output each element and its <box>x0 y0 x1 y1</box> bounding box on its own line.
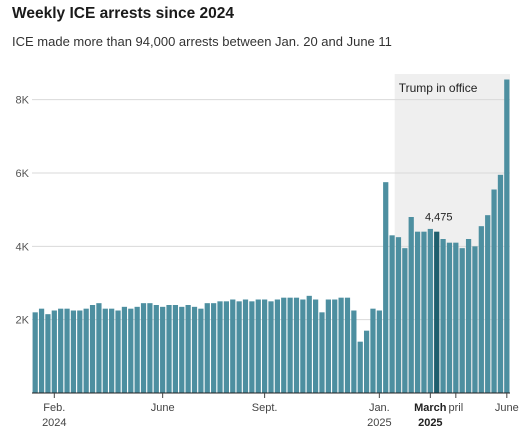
bar <box>236 301 242 393</box>
chart-title: Weekly ICE arrests since 2024 <box>12 5 235 22</box>
bar <box>395 237 402 393</box>
bar <box>491 189 497 393</box>
bar <box>313 299 319 393</box>
y-tick-label: 6K <box>16 168 30 180</box>
shaded-region-label: Trump in office <box>399 81 478 95</box>
bar <box>402 248 408 393</box>
bar <box>96 303 102 393</box>
bar <box>160 306 166 393</box>
bar <box>262 299 268 393</box>
bar <box>223 301 229 393</box>
bar <box>287 297 293 393</box>
bar <box>185 305 191 393</box>
x-tick-label: Sept. <box>252 402 278 414</box>
bar <box>408 217 414 393</box>
bar <box>211 303 217 393</box>
bar <box>70 310 77 393</box>
bar <box>478 226 484 393</box>
bar <box>485 215 491 393</box>
bar <box>472 246 478 393</box>
bar <box>427 228 433 393</box>
bar-highlighted <box>434 231 440 393</box>
bar <box>242 299 249 393</box>
bar <box>38 308 45 393</box>
x-tick-year: 2024 <box>42 417 66 429</box>
bar <box>325 299 331 393</box>
bar <box>332 299 338 393</box>
bar <box>58 308 64 393</box>
bar <box>389 235 395 393</box>
bar <box>121 306 128 393</box>
x-tick-label: March <box>414 402 447 414</box>
bar <box>140 303 147 393</box>
bar <box>383 182 389 393</box>
y-tick-label: 8K <box>16 95 30 107</box>
x-tick-label: June <box>495 402 519 414</box>
bar <box>198 308 204 393</box>
bar <box>319 312 325 393</box>
bar <box>51 310 57 393</box>
bar <box>134 306 140 393</box>
bar <box>497 174 504 393</box>
bar <box>147 303 153 393</box>
bar <box>64 308 70 393</box>
bar <box>172 305 179 393</box>
bar <box>179 306 185 393</box>
bar <box>77 310 83 393</box>
shaded-region <box>394 74 510 393</box>
bar <box>293 297 300 393</box>
x-tick-year: 2025 <box>367 417 391 429</box>
chart-subtitle: ICE made more than 94,000 arrests betwee… <box>12 34 392 49</box>
bar <box>370 308 376 393</box>
bar <box>376 310 382 393</box>
bars-group <box>32 79 510 393</box>
bar <box>351 310 357 393</box>
bar <box>300 299 306 393</box>
bar <box>153 305 159 393</box>
x-tick-label: June <box>151 402 175 414</box>
bar <box>109 308 115 393</box>
bar <box>414 231 421 393</box>
bar <box>274 299 280 393</box>
bar <box>83 308 89 393</box>
highlight-annotation: 4,475 <box>425 212 453 224</box>
x-tick-label: Feb. <box>43 402 65 414</box>
y-axis: 2K 4K 6K 8K <box>16 95 30 327</box>
x-tick-label: pril <box>448 402 463 414</box>
bar <box>504 79 510 393</box>
bar <box>440 239 446 393</box>
bar <box>191 306 198 393</box>
bar <box>344 297 351 393</box>
bar <box>459 248 465 393</box>
bar <box>204 303 210 393</box>
bar <box>338 297 344 393</box>
bar <box>45 314 51 393</box>
bar <box>230 299 236 393</box>
bar <box>268 301 274 393</box>
bar <box>249 301 255 393</box>
bar <box>363 330 370 393</box>
bar <box>166 305 172 393</box>
bar <box>306 295 312 393</box>
bar <box>255 299 261 393</box>
bar <box>357 341 363 393</box>
x-axis: Feb. 2024 June Sept. Jan. 2025 March 2025 pril Ju… <box>42 393 519 429</box>
bar <box>465 239 472 393</box>
bar <box>421 231 427 393</box>
bar <box>32 312 38 393</box>
bar <box>128 308 134 393</box>
bar <box>217 301 223 393</box>
y-tick-label: 2K <box>16 315 30 327</box>
x-tick-year: 2025 <box>418 417 442 429</box>
bar <box>115 310 121 393</box>
bar <box>453 242 459 393</box>
y-tick-label: 4K <box>16 241 30 253</box>
bar <box>89 305 96 393</box>
bar <box>102 308 108 393</box>
x-tick-label: Jan. <box>369 402 390 414</box>
bar <box>446 242 453 393</box>
bar <box>281 297 287 393</box>
